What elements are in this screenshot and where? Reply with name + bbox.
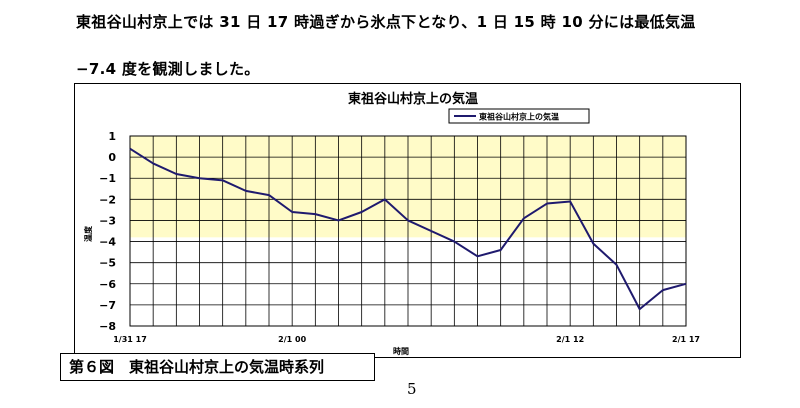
y-tick-label: −7 [99, 299, 116, 312]
legend: 東祖谷山村京上の気温 [448, 108, 590, 124]
temperature-series-line [129, 147, 687, 311]
y-axis-label: 温度 [83, 225, 93, 242]
y-tick-labels: 1 0 −1 −2 −3 −4 −5 −6 −7 −8 [99, 130, 116, 333]
y-tick-label: −8 [99, 320, 116, 333]
y-tick-label: 0 [108, 151, 116, 164]
legend-box [448, 108, 590, 124]
x-tick-labels: 1/31 17 2/1 00 2/1 12 2/1 17 [113, 335, 700, 344]
temperature-chart: 1 0 −1 −2 −3 −4 −5 −6 −7 −8 1/31 17 2/1 00 2/1 12 2/… [74, 83, 741, 358]
figure-caption: 第６図 東祖谷山村京上の気温時系列 [60, 353, 375, 381]
x-tick-label: 1/31 17 [113, 335, 147, 344]
chart-title: 東祖谷山村京上の気温 [348, 91, 478, 107]
x-tick-label: 2/1 17 [672, 335, 700, 344]
y-tick-label: −4 [99, 236, 116, 249]
x-tick-label: 2/1 00 [278, 335, 306, 344]
y-tick-label: −3 [99, 214, 116, 227]
chart-canvas: 1 0 −1 −2 −3 −4 −5 −6 −7 −8 1/31 17 2/1 00 2/1 12 2/… [83, 91, 700, 356]
vertical-gridlines [152, 136, 664, 326]
y-tick-label: −2 [99, 193, 116, 206]
page-number: 5 [407, 380, 417, 398]
y-tick-label: −1 [99, 172, 116, 185]
y-tick-label: −6 [99, 278, 116, 291]
legend-label: 東祖谷山村京上の気温 [479, 112, 559, 122]
paragraph-line-2: −7.4 度を観測しました。 [76, 60, 260, 78]
paragraph-line-1: 東祖谷山村京上では 31 日 17 時過ぎから氷点下となり、1 日 15 時 1… [76, 13, 696, 31]
x-tick-label: 2/1 12 [556, 335, 584, 344]
x-axis-label: 時間 [393, 346, 409, 356]
y-tick-label: −5 [99, 257, 116, 270]
y-tick-label: 1 [108, 130, 116, 143]
plot-border [129, 135, 687, 327]
